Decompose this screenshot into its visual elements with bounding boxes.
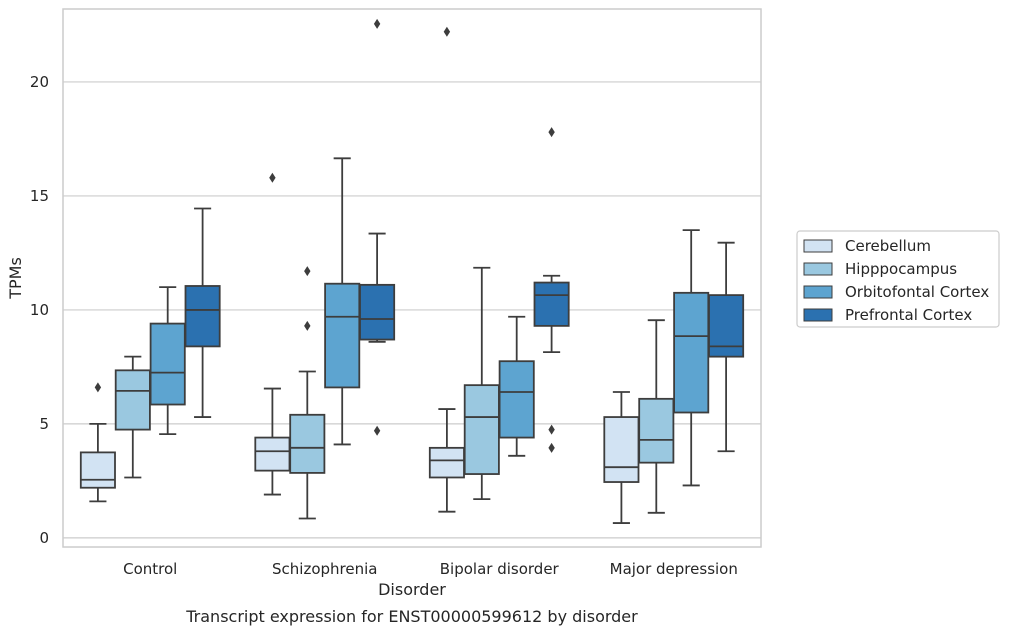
box (289, 266, 326, 520)
legend-swatch (803, 239, 833, 253)
box-body (638, 397, 675, 464)
y-tick-label: 5 (39, 415, 49, 433)
legend-label: Prefrontal Cortex (845, 306, 972, 324)
legend-label: Orbitofontal Cortex (845, 283, 989, 301)
box-series (79, 18, 745, 524)
outlier-point (373, 18, 381, 29)
x-tick-label: Major depression (610, 560, 738, 578)
box (463, 266, 500, 501)
box (324, 157, 361, 446)
outlier-point (548, 424, 555, 435)
box (149, 286, 186, 436)
box (359, 18, 396, 436)
x-axis-label: Disorder (378, 580, 446, 599)
box-body (324, 282, 361, 389)
box-body (673, 291, 710, 414)
legend-label: Cerebellum (845, 237, 931, 255)
box (184, 207, 221, 418)
series-orbitofontal-cortex (149, 157, 710, 487)
x-tick-label: Schizophrenia (272, 560, 377, 578)
legend: Cerebellum Hipppocampus Orbitofontal Corte… (796, 230, 1000, 328)
y-tick-label: 15 (30, 187, 49, 205)
outlier-point (373, 425, 381, 436)
outlier-point (548, 127, 555, 138)
legend-swatch (803, 262, 833, 276)
box (114, 355, 151, 479)
legend-label: Hipppocampus (845, 260, 957, 278)
box-body (289, 413, 326, 474)
box-body (533, 281, 570, 327)
gridlines (63, 81, 761, 539)
box (673, 229, 710, 487)
legend-swatch (803, 308, 833, 322)
box-body (359, 283, 396, 341)
outlier-point (269, 172, 276, 183)
outlier-point (94, 382, 102, 393)
x-tick-label: Control (123, 560, 177, 578)
outlier-point (304, 266, 311, 277)
box (79, 382, 116, 503)
legend-swatch (803, 285, 833, 299)
box-body (498, 360, 535, 439)
y-tick-label: 20 (30, 73, 49, 91)
box (254, 172, 291, 496)
y-tick-label: 10 (30, 301, 49, 319)
y-axis-label: TPMs (6, 257, 25, 300)
box-body (603, 416, 640, 483)
series-prefrontal-cortex (184, 18, 745, 453)
legend-frame (796, 230, 1000, 328)
x-tick-label: Bipolar disorder (440, 560, 560, 578)
box-body (114, 369, 151, 431)
box (533, 127, 570, 453)
box-body (708, 294, 745, 358)
outlier-point (443, 26, 451, 37)
y-tick-labels: 0 5 10 15 20 (30, 73, 49, 547)
outlier-point (304, 320, 311, 331)
y-tick-label: 0 (39, 529, 49, 547)
x-tick-labels: Control Schizophrenia Bipolar disorder Majo… (123, 560, 738, 578)
box-body (184, 285, 221, 348)
plot-frame (62, 8, 762, 548)
box (498, 315, 535, 457)
series-hipppocampus (114, 266, 675, 520)
box-body (254, 436, 291, 472)
box-body (463, 384, 500, 475)
box (638, 319, 675, 514)
box-body (79, 451, 116, 489)
chart-caption: Transcript expression for ENST0000059961… (185, 607, 638, 626)
box-body (149, 322, 186, 406)
box-body (428, 446, 465, 479)
box (708, 241, 745, 453)
outlier-point (548, 442, 555, 453)
